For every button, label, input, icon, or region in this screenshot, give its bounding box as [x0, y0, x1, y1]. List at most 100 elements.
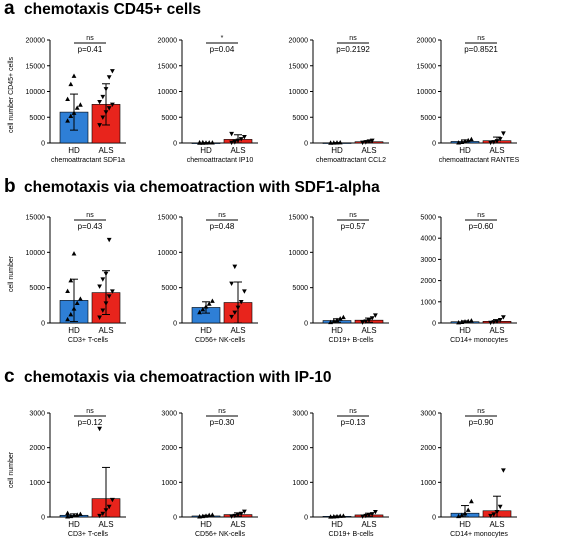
y-tick-label: 1000 — [420, 480, 436, 487]
y-tick-label: 3000 — [420, 411, 436, 418]
y-tick-label: 0 — [41, 515, 45, 522]
data-point-hd — [74, 300, 80, 306]
category-label-als: ALS — [98, 326, 113, 335]
data-point-als — [100, 94, 106, 100]
category-label-hd: HD — [459, 520, 471, 529]
chart-12: 0 1000 2000 3000 HD ALS CD14+ monocytes ns p=0.9… — [420, 408, 517, 538]
category-label-hd: HD — [68, 520, 80, 529]
x-axis-label: CD19+ B-cells — [329, 531, 374, 538]
data-point-als — [363, 513, 369, 519]
data-point-als — [488, 320, 493, 326]
panel-title-b: chemotaxis via chemoatraction with SDF1-… — [24, 179, 380, 196]
significance-label: ns — [477, 35, 485, 42]
y-tick-label: 20000 — [289, 38, 309, 45]
chart-2: 0 5000 10000 15000 20000 HD ALS chemoattractant… — [158, 35, 258, 164]
category-label-hd: HD — [331, 146, 343, 155]
y-tick-label: 15000 — [289, 63, 309, 70]
y-tick-label: 1000 — [29, 480, 45, 487]
category-label-hd: HD — [68, 326, 80, 335]
p-value-label: p=0.12 — [78, 418, 103, 427]
data-point-als — [97, 426, 102, 432]
y-tick-label: 5000 — [292, 115, 308, 122]
data-point-hd — [78, 511, 83, 517]
p-value-label: p=0.2192 — [336, 45, 370, 54]
y-tick-label: 0 — [304, 321, 308, 328]
p-value-label: p=0.8521 — [464, 45, 498, 54]
data-point-als — [491, 140, 497, 145]
data-point-hd — [78, 102, 83, 107]
y-axis-label-a: cell number CD45+ cells — [8, 56, 15, 133]
category-label-als: ALS — [489, 326, 504, 335]
y-tick-label: 5000 — [292, 285, 308, 292]
category-label-als: ALS — [230, 326, 245, 335]
data-point-hd — [341, 513, 346, 518]
data-point-hd — [68, 81, 74, 87]
significance-label: ns — [349, 35, 357, 42]
data-point-als — [238, 300, 244, 305]
y-tick-label: 15000 — [289, 215, 309, 222]
data-point-hd — [68, 311, 74, 317]
x-axis-label: CD56+ NK-cells — [195, 337, 245, 344]
y-tick-label: 20000 — [158, 38, 178, 45]
data-point-hd — [210, 512, 215, 517]
y-tick-label: 15000 — [158, 215, 178, 222]
y-tick-label: 5000 — [420, 215, 436, 222]
data-point-hd — [74, 105, 80, 110]
data-point-als — [106, 504, 112, 510]
data-point-hd — [197, 514, 202, 519]
data-point-als — [97, 513, 102, 519]
data-point-als — [488, 513, 493, 519]
data-point-hd — [469, 136, 474, 142]
data-point-als — [373, 510, 378, 515]
significance-label: ns — [349, 212, 357, 219]
data-point-hd — [200, 139, 206, 145]
y-tick-label: 0 — [173, 141, 177, 148]
data-point-als — [110, 497, 115, 503]
category-label-hd: HD — [200, 326, 212, 335]
p-value-label: p=0.57 — [341, 222, 366, 231]
data-point-hd — [328, 140, 333, 145]
y-tick-label: 0 — [304, 515, 308, 522]
y-tick-label: 1000 — [420, 299, 436, 306]
data-point-als — [229, 281, 234, 287]
significance-label: ns — [86, 212, 94, 219]
x-axis-label: CD14+ monocytes — [450, 531, 508, 538]
panel-letter-c: c — [4, 366, 15, 387]
p-value-label: p=0.13 — [341, 418, 366, 427]
chart-11: 0 1000 2000 3000 HD ALS CD19+ B-cells ns p=0.13 — [292, 408, 389, 538]
data-point-als — [232, 310, 238, 315]
data-point-als — [97, 315, 102, 320]
y-tick-label: 0 — [41, 141, 45, 148]
category-label-als: ALS — [98, 520, 113, 529]
category-label-als: ALS — [361, 146, 376, 155]
y-tick-label: 10000 — [158, 250, 178, 257]
data-point-hd — [65, 96, 70, 102]
y-tick-label: 10000 — [26, 89, 46, 96]
data-point-hd — [78, 296, 83, 301]
y-tick-label: 10000 — [417, 89, 437, 96]
y-tick-label: 10000 — [26, 250, 46, 257]
data-point-als — [360, 320, 365, 325]
data-point-als — [100, 511, 106, 517]
data-point-als — [242, 509, 247, 515]
data-point-als — [238, 137, 244, 142]
data-point-als — [363, 319, 369, 324]
significance-label: * — [221, 35, 224, 42]
y-tick-label: 15000 — [417, 63, 437, 70]
data-point-hd — [459, 512, 465, 518]
data-point-hd — [200, 306, 206, 312]
data-point-als — [106, 294, 112, 299]
significance-label: ns — [86, 35, 94, 42]
y-tick-label: 15000 — [158, 63, 178, 70]
p-value-label: p=0.41 — [78, 45, 103, 54]
data-point-als — [100, 308, 106, 313]
data-point-als — [110, 102, 115, 107]
category-label-als: ALS — [361, 326, 376, 335]
data-point-als — [501, 468, 506, 473]
category-label-als: ALS — [361, 520, 376, 529]
data-point-als — [229, 140, 234, 146]
data-point-als — [110, 289, 115, 294]
data-point-als — [97, 100, 102, 105]
